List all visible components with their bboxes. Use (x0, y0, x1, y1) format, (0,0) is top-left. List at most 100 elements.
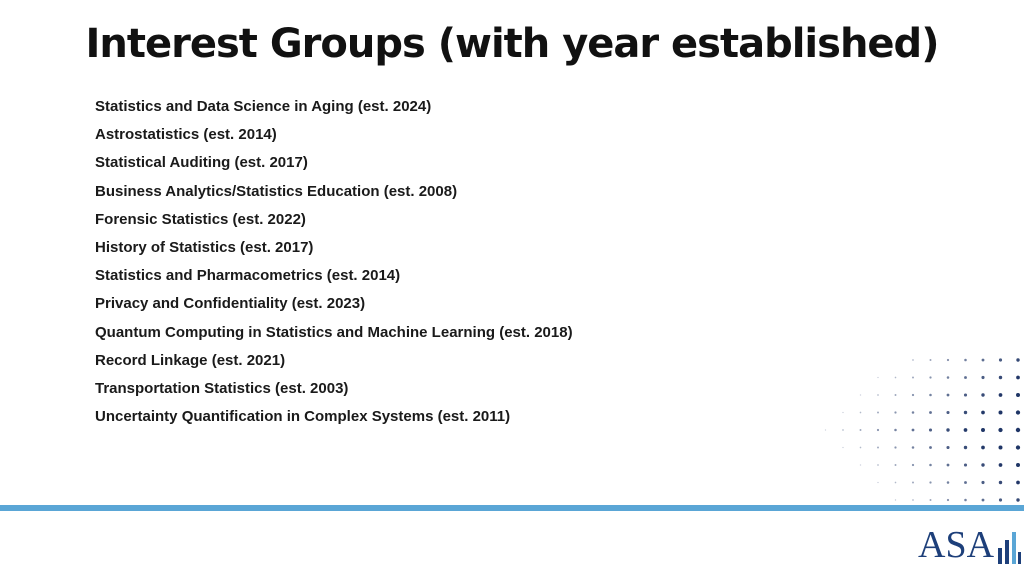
list-item: Quantum Computing in Statistics and Mach… (95, 323, 573, 341)
decorative-dot (859, 464, 862, 466)
decorative-dot (877, 394, 879, 396)
decorative-dot (981, 375, 985, 380)
decorative-dot (963, 393, 968, 397)
interest-group-list: Statistics and Data Science in Aging (es… (95, 96, 573, 434)
decorative-dot (964, 481, 967, 484)
decorative-dot (1015, 410, 1021, 415)
list-item: Transportation Statistics (est. 2003) (95, 379, 349, 397)
decorative-dot (911, 463, 915, 467)
decorative-dot (1016, 498, 1020, 502)
decorative-dot (1016, 358, 1020, 362)
decorative-dot (998, 410, 1003, 415)
decorative-dot (859, 394, 862, 396)
decorative-dot (963, 410, 968, 415)
decorative-dot (912, 481, 914, 484)
decorative-dot (894, 411, 897, 414)
decorative-dot (877, 464, 879, 466)
decorative-dot (929, 481, 932, 484)
decorative-dot (911, 446, 915, 449)
decorative-dot (912, 376, 914, 379)
list-item: Forensic Statistics (est. 2022) (95, 210, 306, 228)
decorative-dot (1016, 480, 1020, 485)
decorative-dot (1015, 445, 1021, 450)
page-title: Interest Groups (with year established) (85, 21, 940, 67)
decorative-dot (912, 359, 914, 361)
decorative-dot (946, 376, 950, 379)
decorative-dot (894, 446, 897, 449)
asa-bars-icon (998, 532, 1022, 564)
decorative-dot (1016, 393, 1020, 397)
list-item: Statistical Auditing (est. 2017) (95, 154, 308, 172)
decorative-dot (911, 393, 915, 397)
decorative-dot (998, 480, 1003, 485)
decorative-dot (842, 429, 844, 431)
decorative-dot (963, 445, 968, 450)
decorative-dot (859, 446, 862, 449)
decorative-dot (964, 376, 967, 379)
decorative-dot (981, 463, 985, 467)
list-item: Astrostatistics (est. 2014) (95, 126, 277, 144)
decorative-dot (894, 481, 897, 484)
decorative-dot (981, 358, 985, 362)
decorative-dot (928, 428, 933, 432)
decorative-dot (929, 446, 932, 449)
footer-divider (0, 505, 1024, 511)
decorative-dot (859, 429, 862, 431)
decorative-dot (946, 358, 950, 362)
decorative-dot (912, 499, 914, 501)
decorative-dot (981, 480, 985, 485)
decorative-dot (876, 428, 880, 432)
decorative-dot (842, 411, 844, 414)
decorative-dot (894, 499, 897, 501)
decorative-dot (981, 410, 985, 415)
decorative-dot (998, 375, 1003, 380)
decorative-dot (981, 445, 985, 450)
decorative-dot (929, 499, 932, 501)
decorative-dot (946, 463, 950, 467)
list-item: History of Statistics (est. 2017) (95, 238, 314, 256)
decorative-dot (998, 358, 1003, 362)
logo-text: ASA (918, 524, 995, 566)
list-item: Uncertainty Quantification in Complex Sy… (95, 408, 511, 426)
list-item: Business Analytics/Statistics Education … (95, 182, 458, 200)
decorative-dot (998, 463, 1003, 467)
decorative-dot (911, 411, 915, 414)
decorative-dot (877, 411, 879, 414)
decorative-dot (911, 428, 915, 432)
decorative-dot (1015, 427, 1021, 433)
decorative-dot (981, 498, 985, 502)
decorative-dot (894, 394, 897, 396)
decorative-dot (946, 410, 950, 415)
list-item: Privacy and Confidentiality (est. 2023) (95, 295, 366, 313)
decorative-dot (964, 358, 967, 362)
decorative-dot (1016, 463, 1020, 467)
decorative-dot (877, 481, 879, 484)
decorative-dot (929, 411, 932, 414)
decorative-dot (946, 498, 950, 502)
decorative-dot (929, 393, 932, 397)
decorative-dot (894, 464, 897, 466)
decorative-dot (946, 481, 950, 484)
decorative-dot (964, 498, 967, 502)
list-item: Record Linkage (est. 2021) (95, 351, 286, 369)
decorative-dot (894, 376, 897, 379)
decorative-dot (859, 411, 862, 414)
decorative-dot (877, 376, 879, 379)
decorative-dot (946, 428, 950, 432)
decorative-dot (946, 393, 950, 397)
list-item: Statistics and Pharmacometrics (est. 201… (95, 267, 401, 285)
decorative-dot (998, 498, 1003, 502)
decorative-dot (981, 428, 985, 432)
decorative-dot (877, 446, 879, 449)
decorative-dot (981, 393, 985, 397)
decorative-dot (998, 393, 1003, 397)
decorative-dot (946, 445, 950, 450)
decorative-dot (998, 445, 1003, 450)
decorative-dot (929, 376, 932, 379)
decorative-dot (1016, 375, 1020, 380)
decorative-dot (929, 359, 932, 361)
decorative-dot (963, 463, 968, 467)
decorative-dot (963, 428, 968, 432)
list-item: Statistics and Data Science in Aging (es… (95, 98, 432, 115)
decorative-dot-pattern (824, 358, 1021, 502)
